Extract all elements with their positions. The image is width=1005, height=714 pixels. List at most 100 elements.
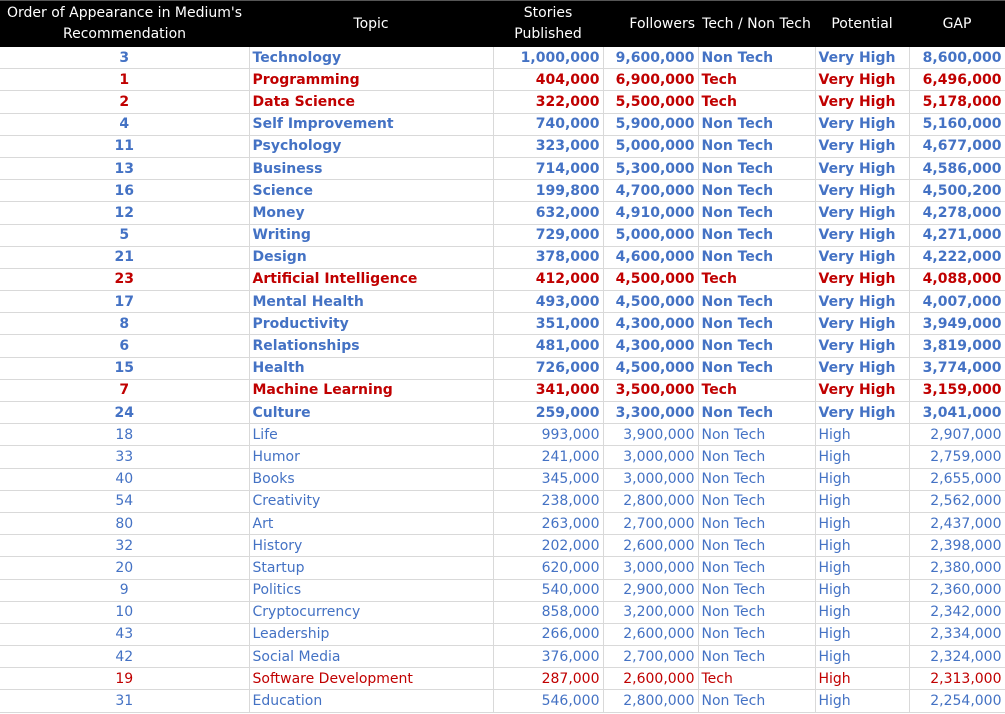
cell-potential[interactable]: Very High <box>815 179 910 203</box>
cell-stories[interactable]: 238,000 <box>493 490 604 513</box>
cell-order[interactable]: 33 <box>0 445 250 469</box>
cell-followers[interactable]: 2,700,000 <box>603 645 699 669</box>
cell-followers[interactable]: 5,900,000 <box>603 113 699 136</box>
cell-gap[interactable]: 4,222,000 <box>909 246 1005 269</box>
cell-order[interactable]: 4 <box>0 113 250 136</box>
cell-order[interactable]: 23 <box>0 268 250 292</box>
cell-potential[interactable]: High <box>815 490 910 513</box>
cell-stories[interactable]: 404,000 <box>493 68 604 92</box>
cell-type[interactable]: Non Tech <box>698 157 816 181</box>
cell-order[interactable]: 80 <box>0 512 250 536</box>
cell-stories[interactable]: 1,000,000 <box>493 47 604 70</box>
cell-order[interactable]: 11 <box>0 135 250 158</box>
cell-type[interactable]: Non Tech <box>698 490 816 513</box>
cell-topic[interactable]: Psychology <box>249 135 494 158</box>
cell-type[interactable]: Non Tech <box>698 579 816 602</box>
cell-order[interactable]: 19 <box>0 667 250 691</box>
cell-potential[interactable]: Very High <box>815 68 910 92</box>
cell-type[interactable]: Non Tech <box>698 401 816 425</box>
cell-type[interactable]: Non Tech <box>698 290 816 314</box>
cell-gap[interactable]: 6,496,000 <box>909 68 1005 92</box>
cell-gap[interactable]: 2,313,000 <box>909 667 1005 691</box>
cell-type[interactable]: Tech <box>698 379 816 403</box>
cell-gap[interactable]: 2,380,000 <box>909 556 1005 580</box>
cell-potential[interactable]: High <box>815 556 910 580</box>
cell-stories[interactable]: 729,000 <box>493 224 604 247</box>
cell-topic[interactable]: Culture <box>249 401 494 425</box>
cell-potential[interactable]: Very High <box>815 113 910 136</box>
cell-gap[interactable]: 3,159,000 <box>909 379 1005 403</box>
cell-potential[interactable]: High <box>815 601 910 624</box>
header-followers[interactable]: Followers <box>603 0 698 47</box>
cell-order[interactable]: 18 <box>0 423 250 447</box>
cell-stories[interactable]: 740,000 <box>493 113 604 136</box>
cell-stories[interactable]: 322,000 <box>493 90 604 114</box>
cell-topic[interactable]: Money <box>249 201 494 225</box>
cell-type[interactable]: Non Tech <box>698 556 816 580</box>
cell-order[interactable]: 40 <box>0 468 250 491</box>
cell-type[interactable]: Non Tech <box>698 246 816 269</box>
cell-potential[interactable]: Very High <box>815 246 910 269</box>
cell-type[interactable]: Non Tech <box>698 534 816 558</box>
cell-followers[interactable]: 2,600,000 <box>603 623 699 647</box>
cell-potential[interactable]: High <box>815 645 910 669</box>
cell-potential[interactable]: Very High <box>815 224 910 247</box>
cell-topic[interactable]: Life <box>249 423 494 447</box>
cell-potential[interactable]: Very High <box>815 357 910 380</box>
cell-order[interactable]: 8 <box>0 312 250 336</box>
cell-gap[interactable]: 4,586,000 <box>909 157 1005 181</box>
cell-followers[interactable]: 2,800,000 <box>603 689 699 713</box>
cell-topic[interactable]: Design <box>249 246 494 269</box>
cell-gap[interactable]: 4,088,000 <box>909 268 1005 292</box>
cell-followers[interactable]: 4,700,000 <box>603 179 699 203</box>
cell-topic[interactable]: Politics <box>249 579 494 602</box>
cell-type[interactable]: Non Tech <box>698 179 816 203</box>
cell-stories[interactable]: 341,000 <box>493 379 604 403</box>
cell-gap[interactable]: 5,178,000 <box>909 90 1005 114</box>
cell-topic[interactable]: Leadership <box>249 623 494 647</box>
cell-gap[interactable]: 2,398,000 <box>909 534 1005 558</box>
cell-gap[interactable]: 2,562,000 <box>909 490 1005 513</box>
cell-gap[interactable]: 2,759,000 <box>909 445 1005 469</box>
cell-order[interactable]: 32 <box>0 534 250 558</box>
cell-potential[interactable]: High <box>815 579 910 602</box>
cell-type[interactable]: Non Tech <box>698 468 816 491</box>
cell-followers[interactable]: 3,000,000 <box>603 468 699 491</box>
cell-followers[interactable]: 2,600,000 <box>603 667 699 691</box>
cell-order[interactable]: 20 <box>0 556 250 580</box>
cell-topic[interactable]: Social Media <box>249 645 494 669</box>
cell-gap[interactable]: 2,324,000 <box>909 645 1005 669</box>
cell-stories[interactable]: 259,000 <box>493 401 604 425</box>
cell-followers[interactable]: 4,300,000 <box>603 334 699 358</box>
cell-order[interactable]: 13 <box>0 157 250 181</box>
cell-topic[interactable]: Machine Learning <box>249 379 494 403</box>
cell-type[interactable]: Non Tech <box>698 135 816 158</box>
cell-followers[interactable]: 3,900,000 <box>603 423 699 447</box>
cell-type[interactable]: Non Tech <box>698 201 816 225</box>
cell-gap[interactable]: 5,160,000 <box>909 113 1005 136</box>
cell-potential[interactable]: High <box>815 468 910 491</box>
cell-potential[interactable]: High <box>815 534 910 558</box>
cell-topic[interactable]: Education <box>249 689 494 713</box>
cell-topic[interactable]: Self Improvement <box>249 113 494 136</box>
cell-order[interactable]: 42 <box>0 645 250 669</box>
cell-followers[interactable]: 2,700,000 <box>603 512 699 536</box>
cell-topic[interactable]: Mental Health <box>249 290 494 314</box>
cell-type[interactable]: Non Tech <box>698 113 816 136</box>
cell-type[interactable]: Non Tech <box>698 357 816 380</box>
cell-stories[interactable]: 263,000 <box>493 512 604 536</box>
cell-followers[interactable]: 5,000,000 <box>603 135 699 158</box>
cell-potential[interactable]: Very High <box>815 312 910 336</box>
cell-type[interactable]: Non Tech <box>698 645 816 669</box>
header-stories[interactable]: Stories Published <box>493 0 603 47</box>
cell-stories[interactable]: 540,000 <box>493 579 604 602</box>
cell-type[interactable]: Non Tech <box>698 445 816 469</box>
cell-gap[interactable]: 2,360,000 <box>909 579 1005 602</box>
cell-type[interactable]: Non Tech <box>698 47 816 70</box>
cell-followers[interactable]: 4,500,000 <box>603 357 699 380</box>
cell-gap[interactable]: 2,254,000 <box>909 689 1005 713</box>
cell-stories[interactable]: 714,000 <box>493 157 604 181</box>
cell-topic[interactable]: Artificial Intelligence <box>249 268 494 292</box>
cell-order[interactable]: 43 <box>0 623 250 647</box>
cell-stories[interactable]: 202,000 <box>493 534 604 558</box>
